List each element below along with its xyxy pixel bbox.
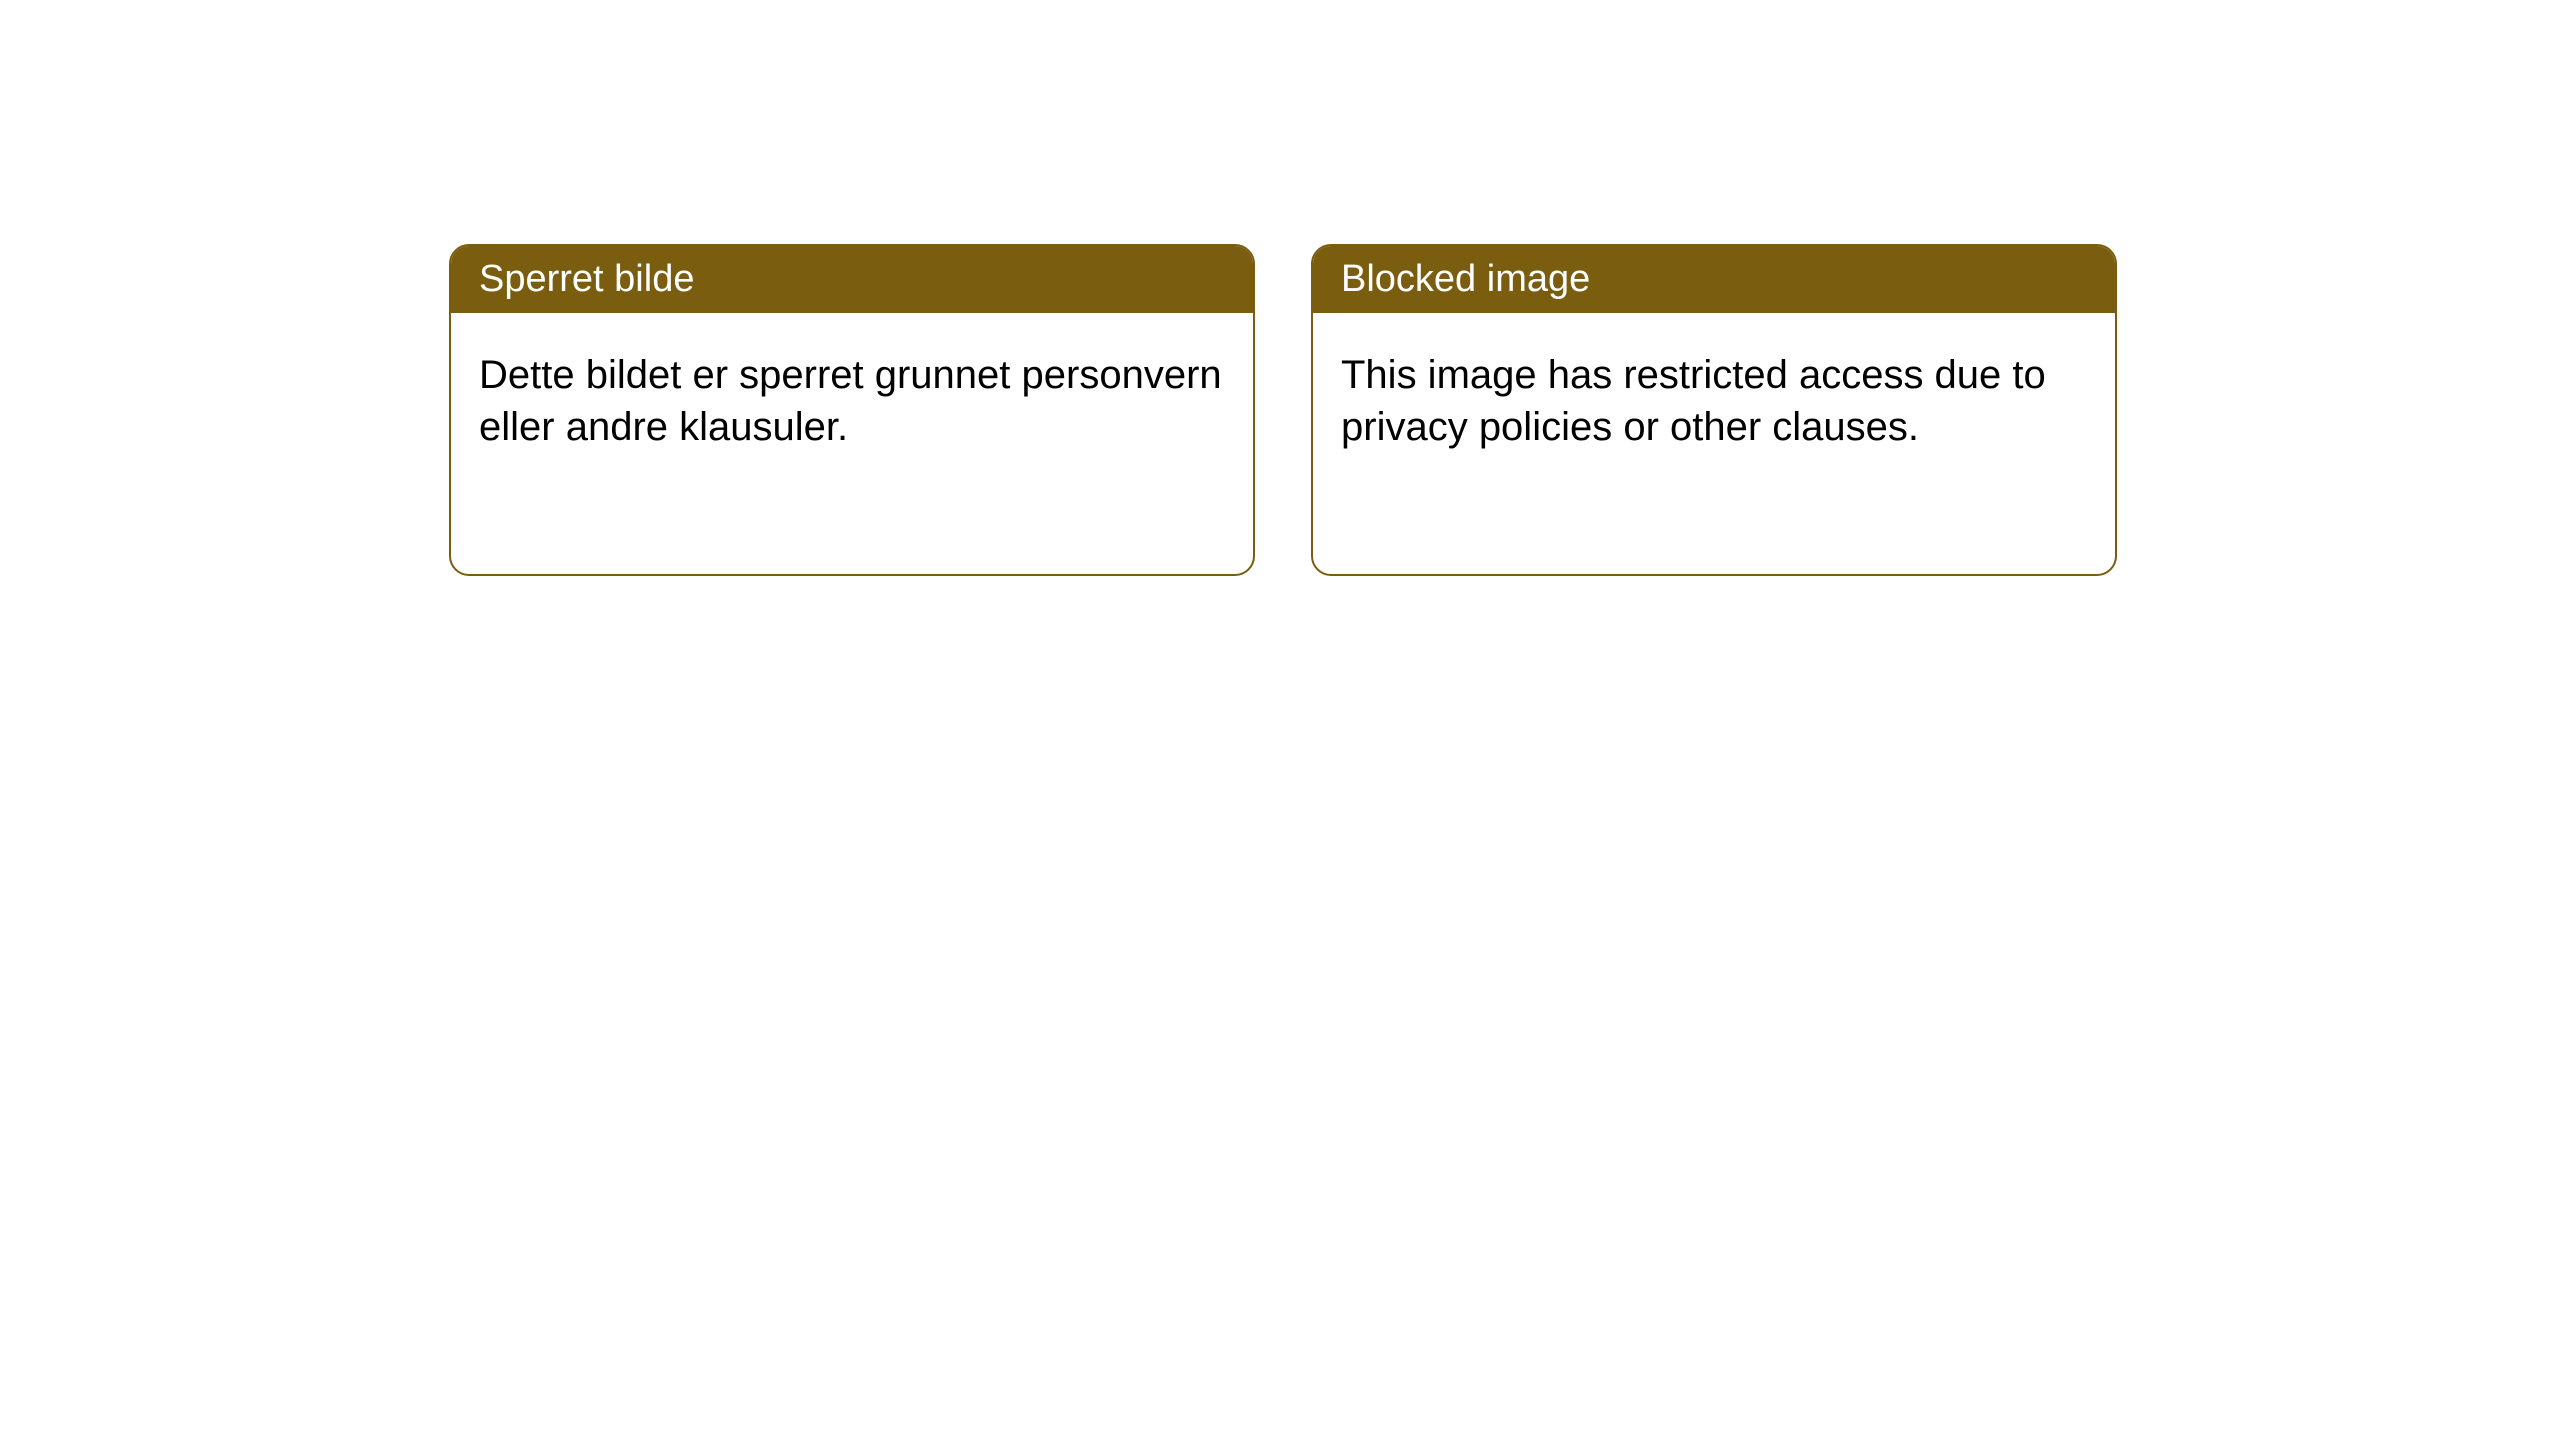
card-header: Blocked image — [1313, 246, 2115, 313]
card-title: Blocked image — [1341, 258, 1590, 300]
card-body: Dette bildet er sperret grunnet personve… — [451, 313, 1253, 489]
notice-card-english: Blocked image This image has restricted … — [1311, 244, 2117, 576]
card-title: Sperret bilde — [479, 258, 694, 300]
notice-container: Sperret bilde Dette bildet er sperret gr… — [0, 0, 2560, 576]
notice-card-norwegian: Sperret bilde Dette bildet er sperret gr… — [449, 244, 1255, 576]
card-body: This image has restricted access due to … — [1313, 313, 2115, 489]
card-body-text: Dette bildet er sperret grunnet personve… — [479, 353, 1222, 449]
card-body-text: This image has restricted access due to … — [1341, 353, 2046, 449]
card-header: Sperret bilde — [451, 246, 1253, 313]
